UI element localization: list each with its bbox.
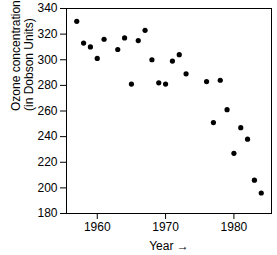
svg-text:280: 280 bbox=[37, 78, 57, 92]
svg-text:1980: 1980 bbox=[221, 220, 248, 234]
svg-text:1970: 1970 bbox=[152, 220, 179, 234]
svg-text:320: 320 bbox=[37, 27, 57, 41]
svg-text:1960: 1960 bbox=[84, 220, 111, 234]
svg-text:180: 180 bbox=[37, 206, 57, 220]
svg-text:Year →: Year → bbox=[149, 239, 189, 253]
svg-text:260: 260 bbox=[37, 104, 57, 118]
svg-text:300: 300 bbox=[37, 53, 57, 67]
svg-text:200: 200 bbox=[37, 181, 57, 195]
svg-text:Ozone concentration(in Dobson: Ozone concentration(in Dobson Units) bbox=[9, 0, 36, 111]
svg-text:220: 220 bbox=[37, 155, 57, 169]
svg-text:240: 240 bbox=[37, 129, 57, 143]
svg-text:340: 340 bbox=[37, 1, 57, 15]
